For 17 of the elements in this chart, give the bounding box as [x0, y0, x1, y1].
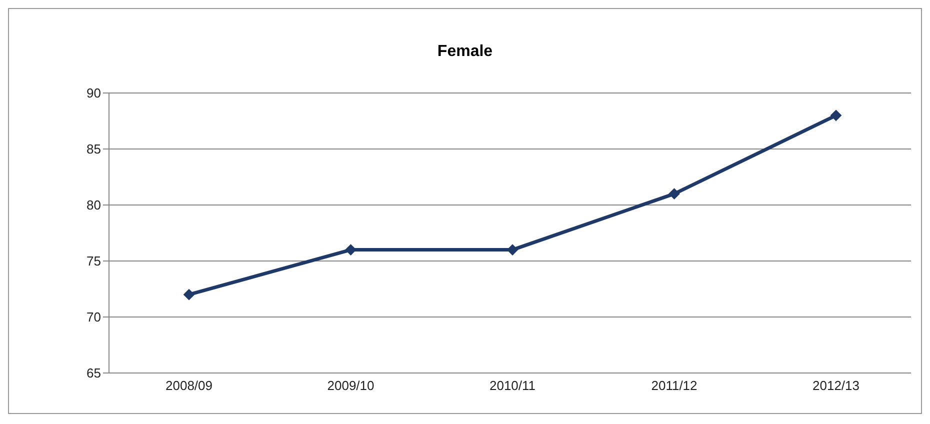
x-tick-label: 2011/12	[651, 378, 698, 394]
point	[345, 244, 356, 256]
y-tick-label: 85	[86, 142, 101, 157]
point	[184, 289, 194, 300]
point	[668, 188, 680, 200]
y-tick-label: 80	[86, 198, 101, 213]
x-tick-label: 2009/10	[327, 378, 374, 394]
point	[507, 244, 518, 256]
y-tick-label: 90	[86, 86, 101, 101]
x-tick-label: 2010/11	[489, 378, 536, 394]
chart-title: Female	[436, 43, 494, 61]
point	[830, 110, 842, 121]
y-tick-label: 70	[86, 310, 101, 325]
y-tick-label: 65	[86, 366, 101, 381]
x-tick-label: 2008/09	[166, 378, 212, 394]
x-tick-label: 2012/13	[812, 378, 860, 394]
y-tick-label: 75	[86, 254, 101, 269]
